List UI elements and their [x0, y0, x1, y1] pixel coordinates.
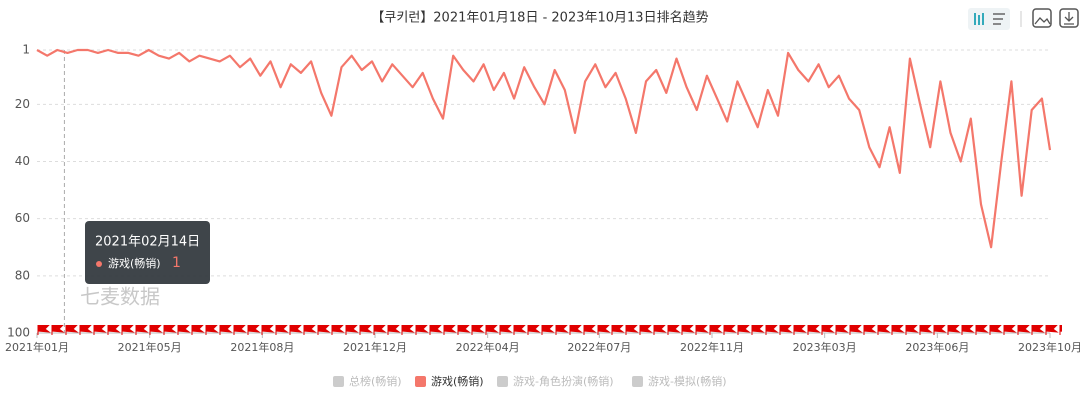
tooltip-series: 游戏(畅销)	[108, 256, 161, 270]
legend-label[interactable]: 总榜(畅销)	[349, 374, 402, 388]
list-icon[interactable]	[993, 13, 1005, 25]
x-tick-label: 2023年10月	[1018, 340, 1080, 354]
x-tick-label: 2021年12月	[343, 340, 407, 354]
legend-swatch	[333, 376, 344, 387]
tooltip-dot	[96, 261, 102, 267]
x-tick-label: 2021年08月	[230, 340, 294, 354]
y-tick-label: 1	[22, 43, 30, 57]
save-image-icon[interactable]	[1032, 8, 1052, 28]
legend-label[interactable]: 游戏-模拟(畅销)	[648, 374, 727, 388]
legend-swatch	[497, 376, 508, 387]
y-tick-label: 80	[15, 268, 30, 282]
download-glyph	[1064, 12, 1074, 25]
x-tick-label: 2021年01月	[5, 340, 69, 354]
legend-swatch	[632, 376, 643, 387]
x-tick-label: 2022年11月	[680, 340, 744, 354]
event-flags	[37, 325, 1062, 337]
watermark: 七麦数据	[80, 285, 160, 309]
image-glyph	[1034, 17, 1051, 25]
y-tick-label: 40	[15, 154, 30, 168]
download-icon[interactable]	[1059, 8, 1079, 28]
y-tick-label: 20	[15, 97, 30, 111]
bar-icon[interactable]	[974, 13, 984, 25]
tooltip-value: 1	[172, 255, 181, 271]
legend-swatch	[415, 376, 426, 387]
chart-title: 【쿠키런】2021年01月18日 - 2023年10月13日排名趋势	[371, 10, 708, 26]
legend-label[interactable]: 游戏-角色扮演(畅销)	[513, 374, 614, 388]
x-tick-label: 2021年05月	[118, 340, 182, 354]
tooltip-date: 2021年02月14日	[95, 235, 200, 250]
x-tick-label: 2023年06月	[905, 340, 969, 354]
toolbar	[968, 8, 1079, 30]
y-tick-label: 60	[15, 211, 30, 225]
x-tick-label: 2022年04月	[456, 340, 520, 354]
tooltip-box	[85, 221, 210, 284]
y-tick-label: 100	[7, 326, 30, 340]
x-tick-label: 2023年03月	[793, 340, 857, 354]
legend-label[interactable]: 游戏(畅销)	[431, 374, 484, 388]
legend: 总榜(畅销) 游戏(畅销) 游戏-角色扮演(畅销) 游戏-模拟(畅销)	[333, 374, 727, 388]
x-tick-label: 2022年07月	[567, 340, 631, 354]
series-line	[36, 48, 1052, 249]
plot	[36, 48, 1052, 249]
